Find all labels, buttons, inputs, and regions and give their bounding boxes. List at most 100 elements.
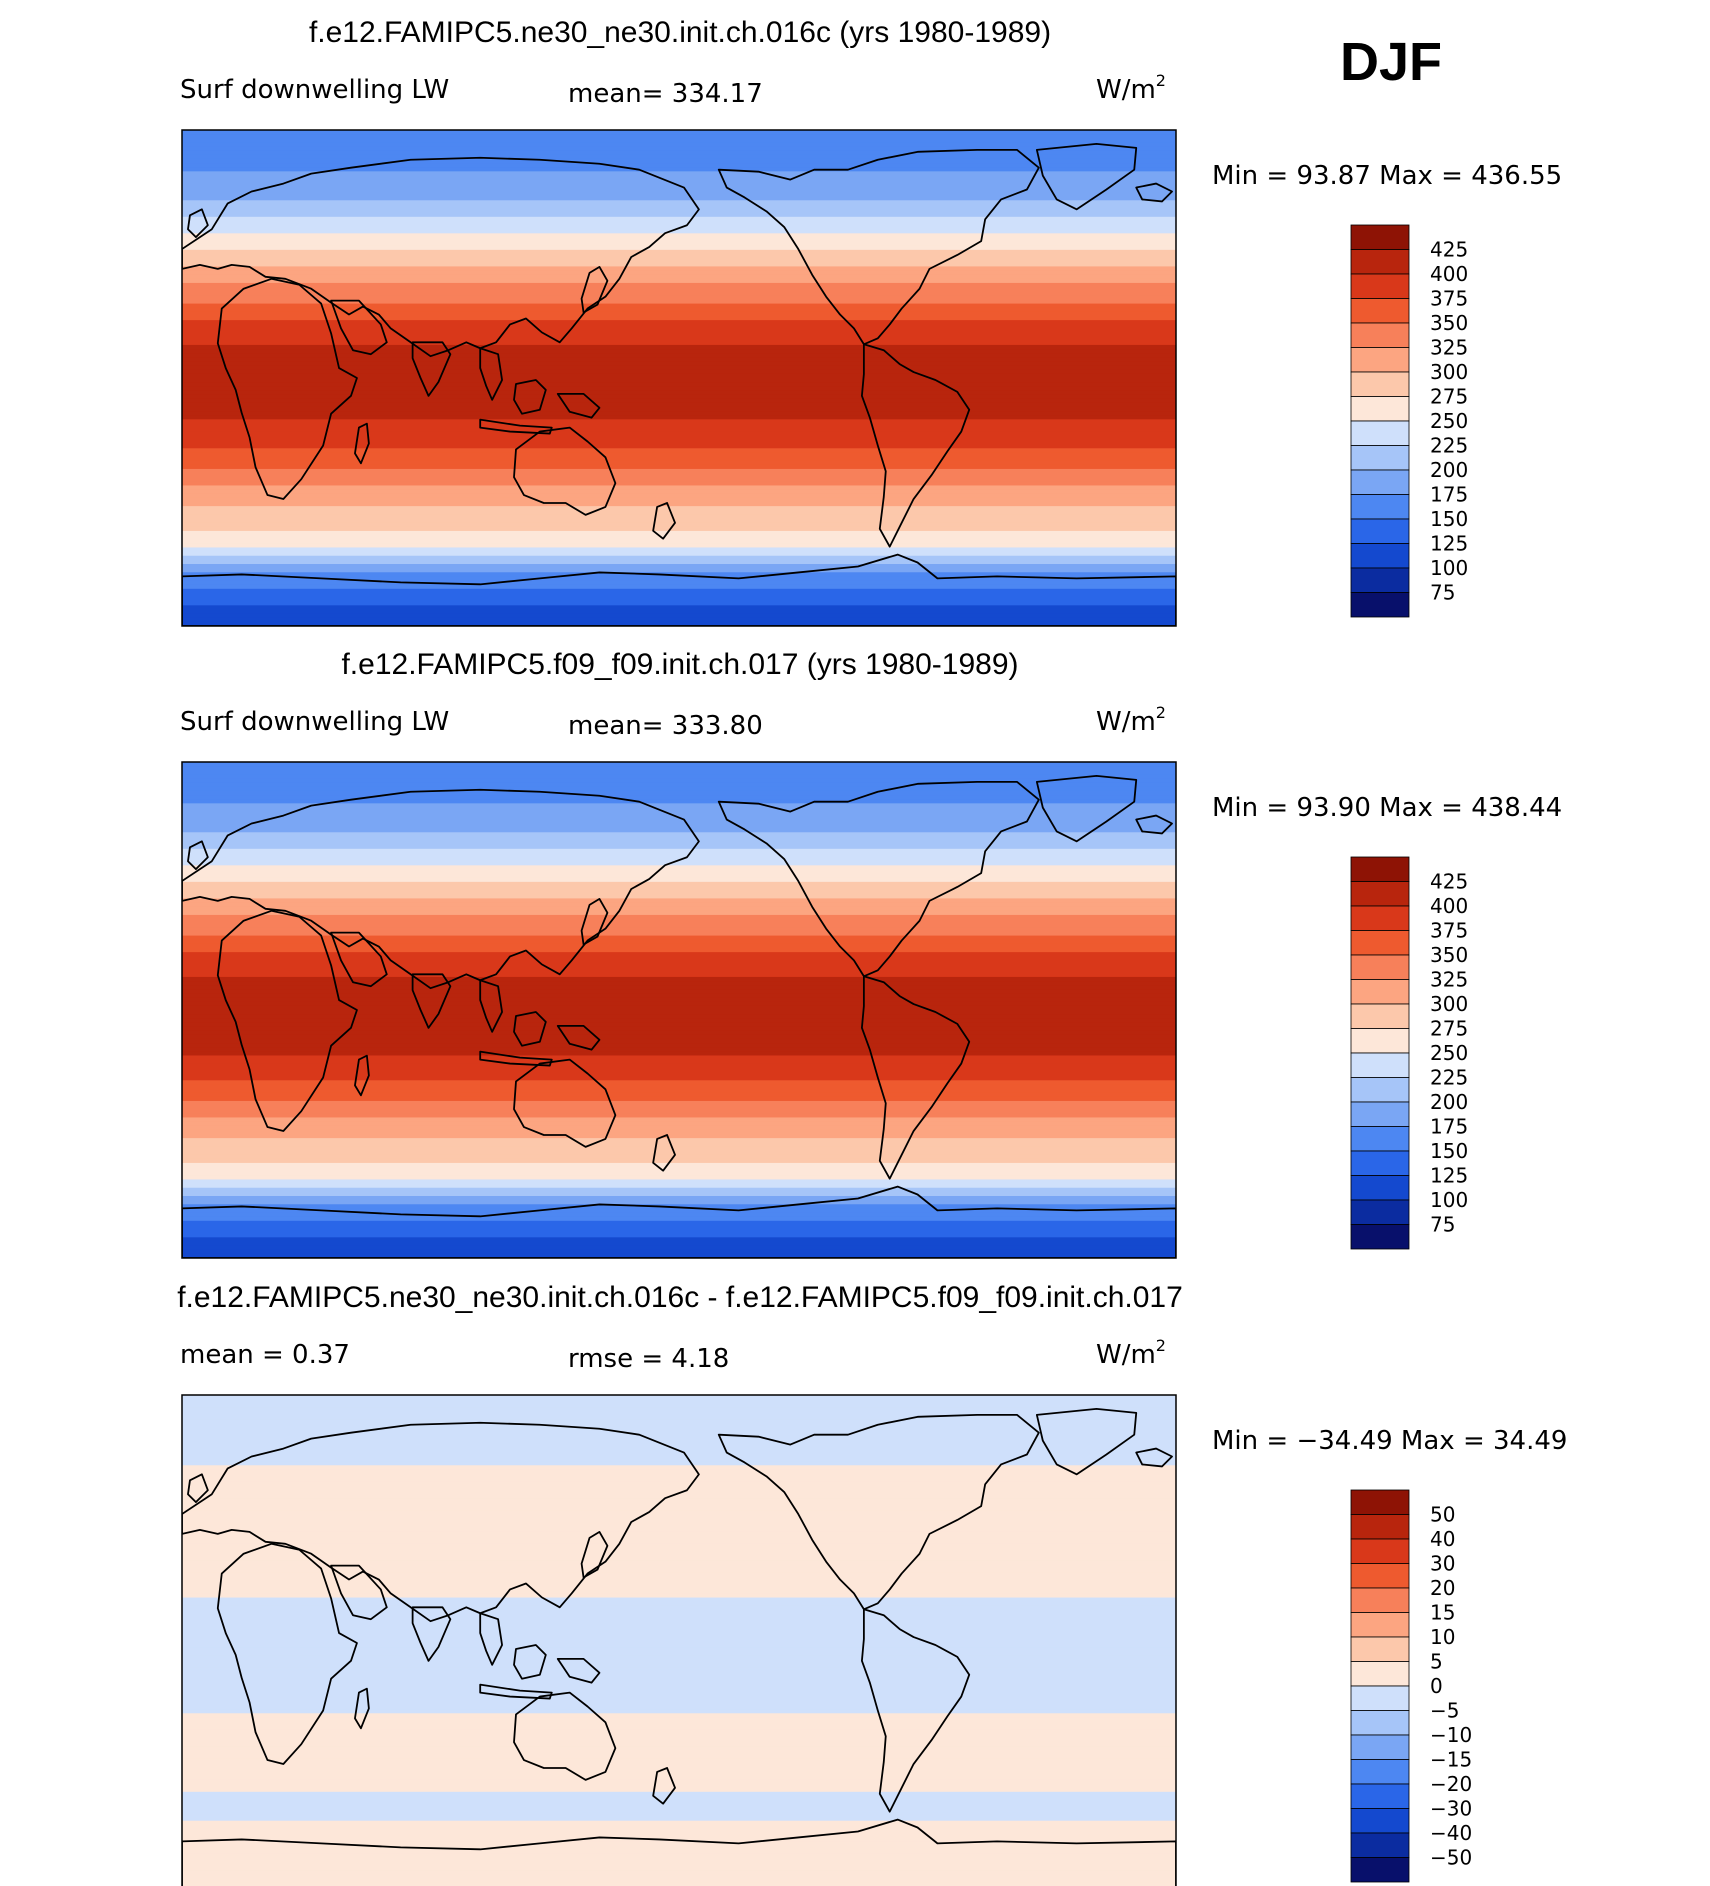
- zonal-band: [182, 324, 1176, 330]
- coastline: [480, 1613, 502, 1665]
- colorbar-box: [1350, 567, 1410, 593]
- coastline: [719, 150, 1039, 344]
- colorbar-tick-label: 30: [1430, 1552, 1455, 1576]
- zonal-band: [182, 1688, 1176, 1694]
- coastline: [514, 1060, 615, 1147]
- zonal-band: [182, 1237, 1176, 1243]
- zonal-band: [182, 852, 1176, 858]
- zonal-band: [182, 167, 1176, 173]
- zonal-band: [182, 592, 1176, 598]
- coastline: [558, 1026, 600, 1050]
- min-max-stats: Min = 93.87 Max = 436.55: [1212, 161, 1562, 191]
- zonal-band: [182, 402, 1176, 408]
- zonal-band: [182, 1638, 1176, 1644]
- zonal-band: [182, 1717, 1176, 1723]
- zonal-band: [182, 1179, 1176, 1185]
- zonal-band: [182, 373, 1176, 379]
- coastline: [514, 1645, 546, 1679]
- zonal-band: [182, 481, 1176, 487]
- zonal-band: [182, 1051, 1176, 1057]
- coastline: [862, 344, 969, 546]
- panel-3: f.e12.FAMIPC5.ne30_ne30.init.ch.016c - f…: [177, 1281, 1567, 1886]
- zonal-band: [182, 939, 1176, 945]
- colorbar-box: [1350, 445, 1410, 471]
- colorbar-tick-label: 325: [1430, 336, 1468, 360]
- coastline: [188, 209, 208, 237]
- colorbar-tick-label: 300: [1430, 992, 1468, 1016]
- coastline: [1037, 144, 1136, 209]
- zonal-band: [182, 423, 1176, 429]
- zonal-band: [182, 1705, 1176, 1710]
- zonal-band: [182, 1395, 1176, 1400]
- zonal-band: [182, 357, 1176, 363]
- coastline: [514, 428, 615, 515]
- zonal-band: [182, 518, 1176, 524]
- coastline: [355, 424, 369, 464]
- zonal-band: [182, 187, 1176, 193]
- zonal-band: [182, 1547, 1176, 1553]
- zonal-band: [182, 1804, 1176, 1810]
- units-base: W/m: [1096, 1340, 1156, 1370]
- zonal-band: [182, 832, 1176, 838]
- colorbar-box: [1350, 469, 1410, 495]
- zonal-band: [182, 1212, 1176, 1218]
- zonal-band: [182, 1245, 1176, 1251]
- zonal-band: [182, 154, 1176, 160]
- zonal-band: [182, 1618, 1176, 1624]
- coastline: [413, 342, 451, 396]
- map-field: [182, 130, 1176, 626]
- coastlines: [182, 1409, 1176, 1886]
- colorbar-box: [1350, 420, 1410, 446]
- zonal-band: [182, 390, 1176, 396]
- zonal-band: [182, 332, 1176, 338]
- zonal-band: [182, 150, 1176, 156]
- zonal-band: [182, 774, 1176, 780]
- center-label: mean= 334.17: [568, 79, 763, 109]
- zonal-band: [182, 530, 1176, 536]
- zonal-band: [182, 1055, 1176, 1061]
- zonal-band: [182, 311, 1176, 317]
- colorbar-tick-label: 20: [1430, 1576, 1455, 1600]
- zonal-band: [182, 877, 1176, 883]
- zonal-band: [182, 1622, 1176, 1628]
- coastline: [182, 158, 699, 356]
- zonal-band: [182, 303, 1176, 309]
- zonal-band: [182, 1762, 1176, 1768]
- zonal-band: [182, 477, 1176, 483]
- zonal-band: [182, 1754, 1176, 1760]
- coastline: [558, 1659, 600, 1683]
- zonal-band: [182, 1171, 1176, 1177]
- zonal-band: [182, 543, 1176, 549]
- zonal-band: [182, 419, 1176, 425]
- zonal-band: [182, 1589, 1176, 1595]
- colorbar-tick-label: 275: [1430, 1017, 1468, 1041]
- units-label: W/m2: [1096, 703, 1166, 737]
- zonal-band: [182, 266, 1176, 272]
- colorbar-tick-label: −50: [1430, 1846, 1472, 1870]
- zonal-band: [182, 1001, 1176, 1007]
- colorbar-tick-label: 200: [1430, 458, 1468, 482]
- zonal-band: [182, 588, 1176, 594]
- zonal-band: [182, 1428, 1176, 1433]
- zonal-band: [182, 1419, 1176, 1425]
- zonal-band: [182, 1043, 1176, 1048]
- zonal-band: [182, 1729, 1176, 1735]
- coastline: [182, 1423, 699, 1621]
- coastline: [355, 1689, 369, 1729]
- zonal-band: [182, 1845, 1176, 1851]
- colorbar-box: [1350, 592, 1410, 618]
- colorbar-box: [1350, 930, 1410, 956]
- coastline: [413, 974, 451, 1028]
- colorbar-box: [1350, 543, 1410, 569]
- zonal-band: [182, 1531, 1176, 1537]
- zonal-band: [182, 233, 1176, 239]
- coastline: [218, 279, 357, 499]
- zonal-band: [182, 1684, 1176, 1690]
- zonal-band: [182, 997, 1176, 1003]
- colorbar-box: [1350, 1028, 1410, 1054]
- zonal-band: [182, 1733, 1176, 1739]
- zonal-band: [182, 1543, 1176, 1549]
- zonal-band: [182, 1167, 1176, 1172]
- zonal-band: [182, 411, 1176, 416]
- zonal-band: [182, 1659, 1176, 1665]
